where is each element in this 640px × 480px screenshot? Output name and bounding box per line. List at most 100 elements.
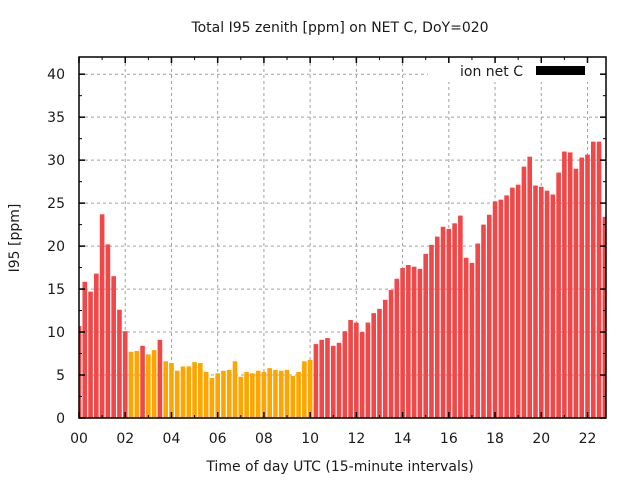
bar — [556, 172, 561, 418]
bar — [215, 373, 220, 418]
y-tick-label: 0 — [56, 411, 65, 427]
bar — [313, 344, 319, 418]
y-tick-label: 20 — [47, 239, 65, 255]
x-tick-label: 00 — [70, 431, 88, 447]
bar — [128, 351, 134, 418]
bar — [174, 370, 180, 418]
bar — [406, 265, 411, 418]
x-tick-label: 10 — [301, 431, 319, 447]
bar — [94, 273, 99, 418]
bar — [394, 278, 400, 418]
y-tick-label: 25 — [47, 196, 65, 212]
bar — [209, 378, 215, 418]
bar — [302, 361, 307, 418]
bar — [203, 372, 209, 418]
bar — [342, 331, 348, 418]
x-tick-label: 04 — [163, 431, 181, 447]
x-tick-label: 14 — [394, 431, 412, 447]
bar — [111, 276, 116, 418]
x-tick-label: 02 — [116, 431, 134, 447]
bar — [579, 157, 585, 418]
bar — [486, 214, 492, 418]
plot-border — [78, 56, 607, 419]
bar — [307, 359, 313, 418]
bar — [278, 370, 284, 418]
bar — [440, 226, 446, 418]
bar — [515, 184, 521, 418]
bar — [538, 186, 544, 418]
x-axis-label: Time of day UTC (15-minute intervals) — [205, 459, 473, 475]
bar — [180, 366, 186, 418]
x-tick-label: 22 — [579, 431, 597, 447]
bar — [573, 168, 579, 418]
bar — [533, 185, 538, 418]
bar — [492, 201, 498, 418]
bar — [261, 372, 267, 418]
bar — [510, 187, 515, 418]
bar — [596, 141, 602, 418]
bar — [550, 194, 556, 418]
chart-title: Total I95 zenith [ppm] on NET C, DoY=020 — [190, 20, 488, 36]
bar — [481, 224, 486, 418]
bar — [325, 338, 330, 418]
bar — [590, 141, 596, 418]
bar — [122, 331, 128, 418]
y-tick-label: 40 — [47, 67, 65, 83]
bar — [186, 366, 192, 418]
bar — [365, 322, 371, 418]
bar — [452, 223, 457, 418]
bar — [562, 151, 567, 418]
bar — [82, 281, 88, 418]
y-tick-label: 10 — [47, 325, 65, 341]
bar — [290, 375, 296, 418]
bar — [504, 195, 509, 418]
bar — [429, 244, 434, 418]
x-tick-label: 06 — [209, 431, 227, 447]
bar — [169, 362, 174, 418]
bar — [296, 372, 301, 418]
bar — [469, 262, 475, 418]
bar — [423, 253, 429, 418]
y-tick-label: 30 — [47, 153, 65, 169]
legend: ion net C — [428, 58, 604, 82]
bar — [463, 257, 469, 418]
y-tick-label: 15 — [47, 282, 65, 298]
bar — [359, 332, 365, 418]
bar — [192, 362, 197, 418]
bar — [458, 215, 463, 418]
bar — [319, 339, 325, 418]
bar — [585, 154, 590, 418]
y-tick-label: 35 — [47, 110, 65, 126]
bar — [232, 361, 238, 418]
bar — [146, 354, 151, 418]
bars — [79, 141, 606, 418]
bar — [330, 345, 336, 418]
bar — [521, 166, 527, 418]
legend-swatch — [536, 66, 585, 75]
bar — [348, 320, 353, 418]
y-tick-label: 5 — [56, 368, 65, 384]
bar — [198, 362, 203, 418]
bar — [273, 369, 278, 418]
bar — [446, 228, 452, 418]
bar — [151, 350, 157, 418]
bar — [400, 268, 405, 418]
bar — [602, 216, 606, 418]
bar — [336, 342, 342, 418]
x-tick-label: 18 — [486, 431, 504, 447]
x-tick-label: 12 — [347, 431, 365, 447]
bar — [411, 266, 417, 418]
bar — [244, 372, 249, 418]
bar — [388, 289, 394, 418]
bar — [498, 199, 504, 418]
bar — [382, 299, 388, 418]
x-tick-label: 20 — [532, 431, 550, 447]
bar — [163, 361, 168, 418]
bar — [475, 243, 481, 418]
axes — [78, 56, 607, 419]
bar — [417, 268, 423, 418]
bar — [544, 190, 550, 418]
bar — [238, 376, 244, 418]
bar — [105, 244, 111, 418]
bar — [134, 350, 140, 418]
